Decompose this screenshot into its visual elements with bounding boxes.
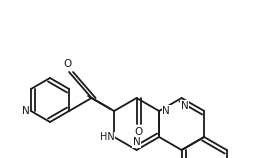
Text: HN: HN bbox=[100, 132, 114, 142]
Text: O: O bbox=[134, 127, 143, 137]
Text: O: O bbox=[63, 59, 71, 69]
Text: N: N bbox=[22, 106, 30, 116]
Text: N: N bbox=[162, 106, 170, 116]
Text: N: N bbox=[181, 101, 189, 111]
Text: N: N bbox=[133, 137, 140, 147]
